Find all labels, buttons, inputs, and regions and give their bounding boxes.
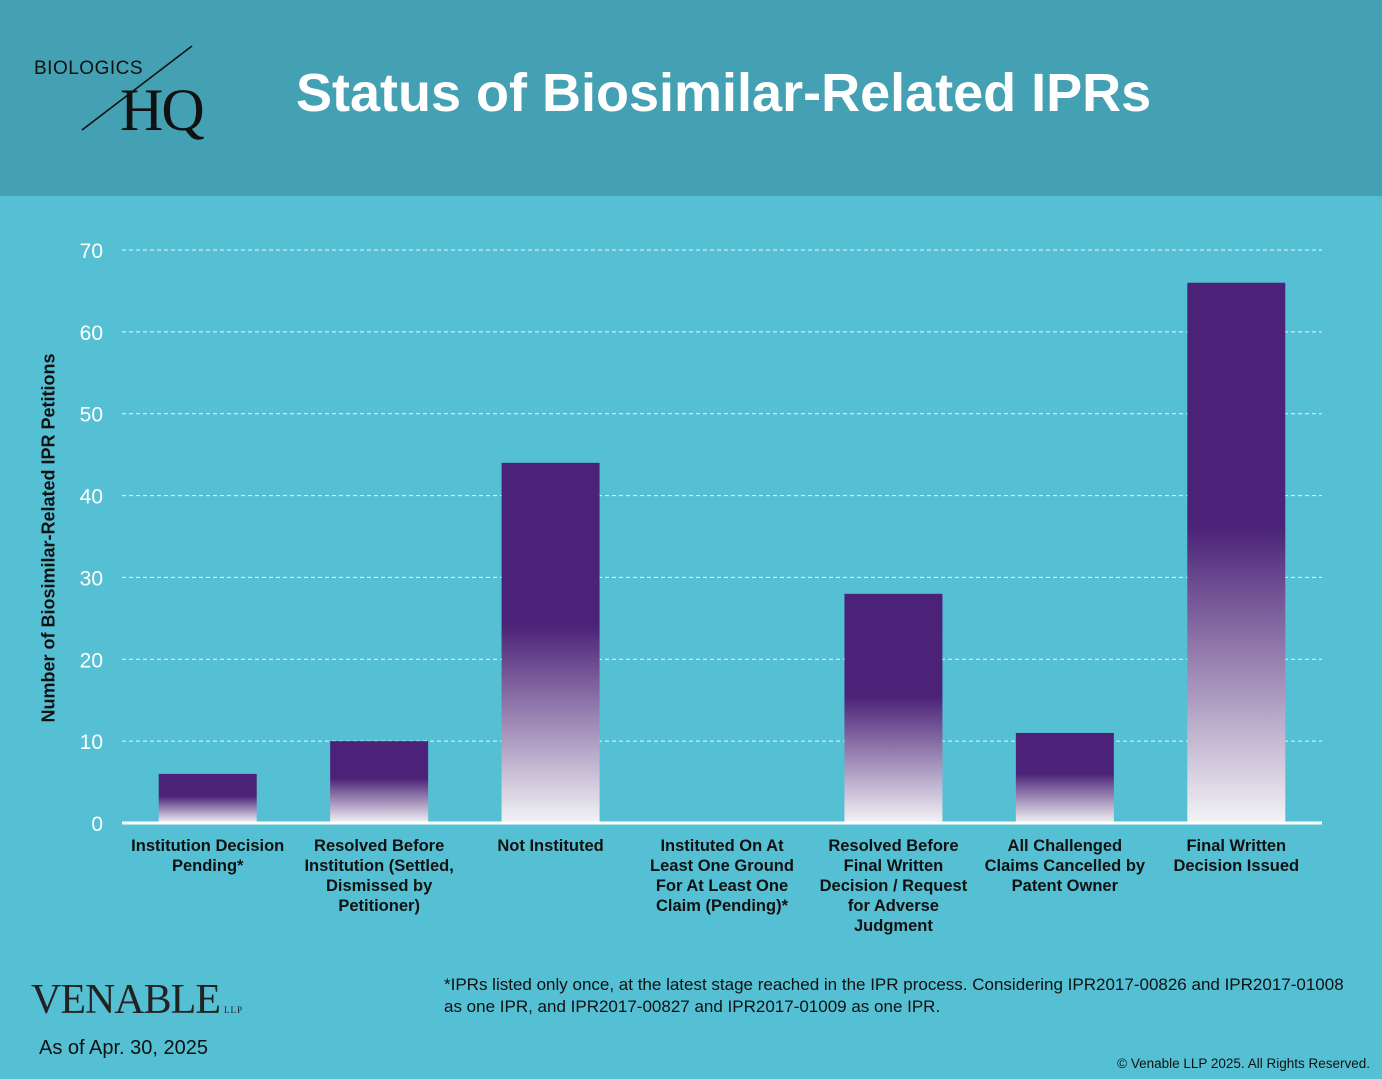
footnote: *IPRs listed only once, at the latest st… bbox=[444, 975, 1344, 1016]
x-category-label: Resolved Before Institution (Settled, Di… bbox=[304, 837, 454, 915]
x-category-label: Instituted On At Least One Ground For At… bbox=[650, 837, 794, 915]
x-category-label: Not Instituted bbox=[497, 837, 604, 855]
bar bbox=[330, 741, 429, 823]
logo-top-text: BIOLOGICS bbox=[34, 58, 144, 79]
bar-chart: 0 10 20 30 40 50 60 70 bbox=[80, 240, 1322, 836]
y-tick-label: 60 bbox=[80, 322, 103, 345]
venable-logo: VENABLE LLP bbox=[31, 976, 243, 1024]
y-tick-label: 40 bbox=[80, 486, 103, 509]
copyright: © Venable LLP 2025. All Rights Reserved. bbox=[1117, 1056, 1370, 1071]
x-category-label: Institution Decision Pending* bbox=[131, 837, 285, 875]
as-of-date: As of Apr. 30, 2025 bbox=[39, 1037, 209, 1059]
venable-brand: VENABLE bbox=[31, 977, 221, 1023]
y-tick-label: 30 bbox=[80, 567, 103, 590]
logo-main-text: HQ bbox=[120, 77, 205, 143]
bar bbox=[1187, 282, 1286, 823]
bar bbox=[844, 593, 943, 823]
x-category-label: All Challenged Claims Cancelled by Paten… bbox=[984, 837, 1146, 895]
x-category-label: Resolved Before Final Written Decision /… bbox=[819, 837, 968, 935]
bar bbox=[501, 462, 600, 823]
x-category-label: Final Written Decision Issued bbox=[1173, 837, 1300, 875]
y-tick-label: 70 bbox=[80, 240, 103, 263]
venable-llp: LLP bbox=[223, 1005, 243, 1015]
y-tick-label: 10 bbox=[80, 731, 103, 754]
logo-slash-icon bbox=[81, 45, 193, 131]
y-tick-label: 0 bbox=[91, 813, 103, 836]
y-tick-label: 20 bbox=[80, 649, 103, 672]
header-band: BIOLOGICS HQ Status of Biosimilar-Relate… bbox=[0, 0, 1382, 196]
biologics-hq-logo: BIOLOGICS HQ bbox=[30, 40, 250, 160]
bar bbox=[158, 773, 257, 823]
bar bbox=[1015, 732, 1114, 823]
chart-title: Status of Biosimilar-Related IPRs bbox=[296, 63, 1152, 123]
y-tick-label: 50 bbox=[80, 404, 103, 427]
